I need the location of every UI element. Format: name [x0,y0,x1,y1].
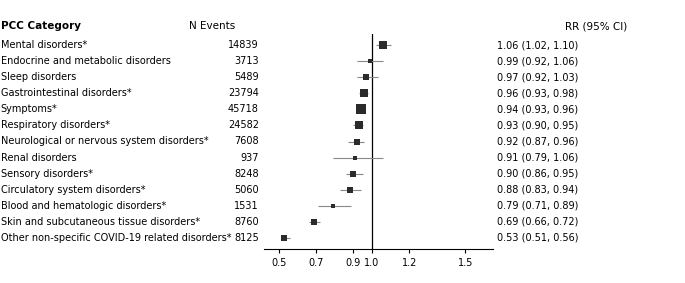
Text: PCC Category: PCC Category [1,21,81,31]
Text: 0.53 (0.51, 0.56): 0.53 (0.51, 0.56) [497,233,579,243]
Text: 3713: 3713 [234,56,259,66]
Text: 0.92 (0.87, 0.96): 0.92 (0.87, 0.96) [497,136,579,147]
Text: 1531: 1531 [234,201,259,211]
Text: Sensory disorders*: Sensory disorders* [1,169,92,179]
Text: RR (95% CI): RR (95% CI) [565,21,627,31]
Text: Mental disorders*: Mental disorders* [1,40,87,50]
Text: 5489: 5489 [234,72,259,82]
Text: N Events: N Events [189,21,236,31]
Text: 45718: 45718 [228,104,259,114]
Text: Sleep disorders: Sleep disorders [1,72,76,82]
Text: Circulatory system disorders*: Circulatory system disorders* [1,185,145,195]
Text: 8760: 8760 [234,217,259,227]
Text: 0.97 (0.92, 1.03): 0.97 (0.92, 1.03) [497,72,579,82]
Text: 937: 937 [240,153,259,162]
Text: Blood and hematologic disorders*: Blood and hematologic disorders* [1,201,166,211]
Text: Skin and subcutaneous tissue disorders*: Skin and subcutaneous tissue disorders* [1,217,200,227]
Text: 23794: 23794 [228,88,259,98]
Text: 0.69 (0.66, 0.72): 0.69 (0.66, 0.72) [497,217,579,227]
Text: 0.90 (0.86, 0.95): 0.90 (0.86, 0.95) [497,169,579,179]
Text: 0.79 (0.71, 0.89): 0.79 (0.71, 0.89) [497,201,579,211]
Text: 0.99 (0.92, 1.06): 0.99 (0.92, 1.06) [497,56,579,66]
Text: Respiratory disorders*: Respiratory disorders* [1,121,110,130]
Text: 0.91 (0.79, 1.06): 0.91 (0.79, 1.06) [497,153,579,162]
Text: Renal disorders: Renal disorders [1,153,76,162]
Text: 14839: 14839 [228,40,259,50]
Text: 0.93 (0.90, 0.95): 0.93 (0.90, 0.95) [497,121,579,130]
Text: 7608: 7608 [234,136,259,147]
Text: 1.06 (1.02, 1.10): 1.06 (1.02, 1.10) [497,40,579,50]
Text: 24582: 24582 [228,121,259,130]
Text: Other non-specific COVID-19 related disorders*: Other non-specific COVID-19 related diso… [1,233,231,243]
Text: Neurological or nervous system disorders*: Neurological or nervous system disorders… [1,136,208,147]
Text: 0.88 (0.83, 0.94): 0.88 (0.83, 0.94) [497,185,578,195]
Text: Endocrine and metabolic disorders: Endocrine and metabolic disorders [1,56,171,66]
Text: 5060: 5060 [234,185,259,195]
Text: 0.94 (0.93, 0.96): 0.94 (0.93, 0.96) [497,104,578,114]
Text: 8248: 8248 [234,169,259,179]
Text: 0.96 (0.93, 0.98): 0.96 (0.93, 0.98) [497,88,578,98]
Text: 8125: 8125 [234,233,259,243]
Text: Symptoms*: Symptoms* [1,104,58,114]
Text: Gastrointestinal disorders*: Gastrointestinal disorders* [1,88,132,98]
